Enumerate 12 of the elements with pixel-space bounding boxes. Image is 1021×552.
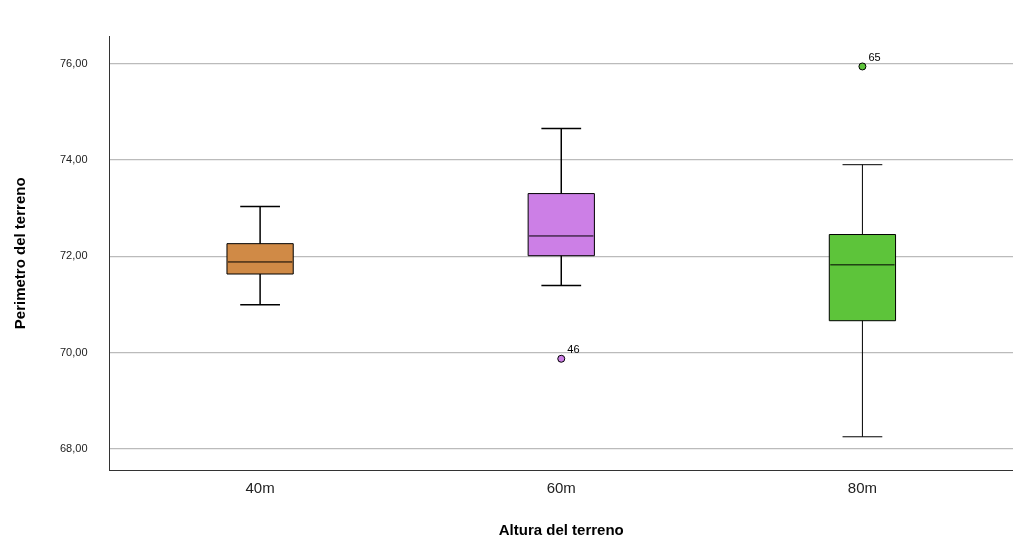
y-tick-label: 74,00	[60, 152, 88, 165]
y-tick-label: 76,00	[60, 56, 88, 69]
y-tick-label: 68,00	[60, 441, 88, 454]
x-tick-label: 80m	[847, 479, 878, 497]
annotation: 65	[868, 50, 881, 63]
x-tick-label: 40m	[245, 479, 275, 497]
y-axis-title: Perimetro del terreno	[11, 177, 29, 330]
y-tick-label: 72,00	[60, 249, 88, 262]
x-axis-title: Altura del terreno	[498, 521, 624, 539]
y-tick-label: 70,00	[60, 345, 88, 358]
x-tick-label: 60m	[546, 479, 576, 497]
annotation: 46	[567, 343, 580, 356]
